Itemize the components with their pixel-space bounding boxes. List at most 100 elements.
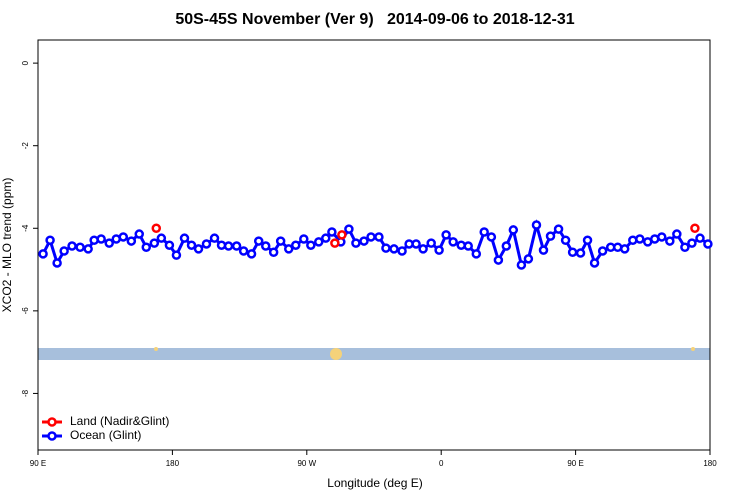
data-point xyxy=(389,244,399,254)
data-point xyxy=(508,225,519,235)
data-point xyxy=(268,247,279,257)
data-point xyxy=(486,232,497,242)
data-point xyxy=(75,242,85,253)
data-point xyxy=(321,233,331,243)
data-point xyxy=(463,241,473,251)
data-point xyxy=(83,244,93,254)
data-point xyxy=(665,236,675,246)
data-point xyxy=(52,258,62,268)
y-tick-label: -6 xyxy=(21,307,30,315)
data-point xyxy=(690,223,700,234)
data-point xyxy=(260,241,271,251)
data-point xyxy=(381,243,391,253)
data-point xyxy=(523,254,534,264)
data-point xyxy=(306,240,316,250)
x-tick-label: 0 xyxy=(439,459,444,468)
x-tick-label: 90 W xyxy=(297,459,316,468)
data-point xyxy=(597,246,608,256)
x-tick-label: 180 xyxy=(703,459,717,468)
data-point xyxy=(118,232,129,242)
legend-label: Land (Nadir&Glint) xyxy=(70,414,169,428)
data-point xyxy=(582,235,593,246)
coverage-band xyxy=(38,347,710,360)
data-point xyxy=(156,233,167,243)
data-point xyxy=(545,231,556,241)
data-point xyxy=(575,248,586,258)
data-point xyxy=(327,227,337,237)
data-point xyxy=(253,236,264,246)
data-point xyxy=(567,247,578,257)
data-point xyxy=(418,244,428,254)
data-point xyxy=(351,238,361,248)
data-point xyxy=(531,220,542,230)
x-tick-label: 90 E xyxy=(567,459,583,468)
data-point xyxy=(366,232,376,242)
legend-marker xyxy=(47,431,57,441)
data-point xyxy=(337,230,347,240)
data-point xyxy=(151,223,162,234)
data-point xyxy=(441,230,451,240)
data-point xyxy=(275,236,286,246)
data-point xyxy=(695,233,705,243)
data-point xyxy=(479,227,489,237)
data-point xyxy=(134,229,144,239)
legend-marker xyxy=(47,417,57,427)
data-point xyxy=(209,233,220,243)
data-point xyxy=(344,224,354,234)
data-point xyxy=(687,238,697,248)
data-point xyxy=(560,235,571,246)
data-point xyxy=(149,238,160,248)
data-point xyxy=(164,240,175,250)
data-point xyxy=(330,238,340,248)
data-point xyxy=(426,238,436,248)
data-point xyxy=(635,234,645,244)
data-point xyxy=(501,241,512,251)
y-tick-label: -2 xyxy=(21,142,30,150)
data-point xyxy=(104,238,114,248)
data-point xyxy=(231,241,242,251)
data-point xyxy=(179,233,190,243)
data-point xyxy=(359,236,369,246)
data-point xyxy=(126,236,137,246)
data-point xyxy=(223,241,234,251)
x-tick-label: 90 E xyxy=(30,459,46,468)
band xyxy=(38,348,710,360)
data-point xyxy=(171,250,182,260)
data-point xyxy=(397,246,407,256)
data-point xyxy=(493,255,504,265)
data-point xyxy=(471,249,482,259)
data-point xyxy=(59,246,69,256)
data-point xyxy=(411,239,421,249)
dot xyxy=(330,348,342,360)
data-point xyxy=(516,260,527,270)
data-point xyxy=(283,244,294,254)
dot xyxy=(154,347,158,351)
data-point xyxy=(299,234,309,244)
data-point xyxy=(193,244,204,254)
data-point xyxy=(619,244,630,254)
y-tick-label: -4 xyxy=(21,224,30,232)
data-point xyxy=(96,234,106,244)
data-point xyxy=(680,242,690,253)
data-point xyxy=(186,240,197,250)
legend: Land (Nadir&Glint)Ocean (Glint) xyxy=(42,414,169,442)
y-tick-label: -8 xyxy=(21,389,30,397)
data-point xyxy=(672,229,682,239)
data-point xyxy=(38,249,48,259)
data-point xyxy=(45,235,55,246)
x-axis-label: Longitude (deg E) xyxy=(327,476,422,490)
data-point xyxy=(538,245,549,255)
data-point xyxy=(313,237,324,247)
data-point xyxy=(553,224,564,234)
data-point xyxy=(238,246,249,256)
data-point xyxy=(67,241,77,251)
data-point xyxy=(657,232,667,242)
data-point xyxy=(141,242,152,253)
data-point xyxy=(703,239,713,249)
dot xyxy=(691,347,695,351)
legend-label: Ocean (Glint) xyxy=(70,428,141,442)
data-point xyxy=(290,240,301,250)
data-point xyxy=(448,237,458,247)
y-tick-label: 0 xyxy=(21,60,30,65)
